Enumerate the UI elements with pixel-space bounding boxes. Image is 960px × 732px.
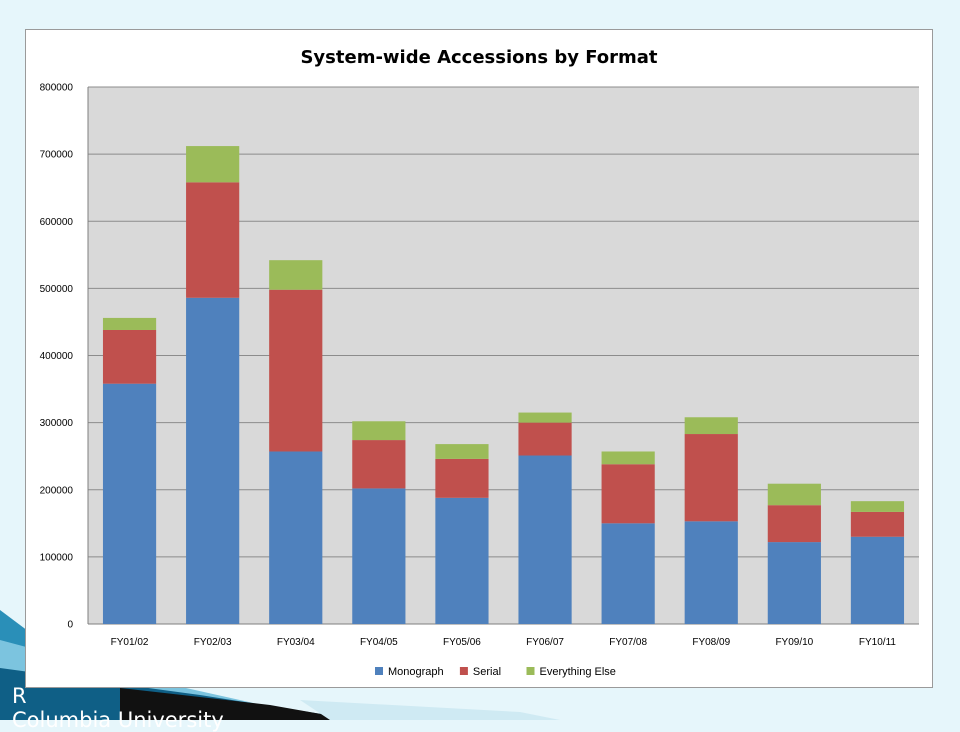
x-tick-label: FY07/08 [609,637,647,648]
x-tick-label: FY02/03 [194,637,232,648]
bar-serial [684,434,738,522]
bar-monograph [850,536,905,624]
bar-monograph [352,488,406,624]
y-tick-label: 200000 [40,485,74,496]
bar-monograph [518,455,572,624]
bottom-pale-swoosh [300,700,560,720]
legend: Monograph Serial Everything Else [375,666,616,678]
plot-area-group: 0 100000 200000 300000 400000 500000 600000 700… [40,83,919,648]
x-tick-label: FY08/09 [692,637,730,648]
legend-label: Serial [473,666,501,678]
y-tick-label: 300000 [40,418,74,429]
bar-serial [601,464,655,524]
bar-serial [186,182,240,298]
bar-serial [352,440,406,489]
bar-everything-else [435,444,489,459]
bar-serial [435,458,489,498]
x-tick-label: FY06/07 [526,637,564,648]
footer-institution: Columbia University [12,708,224,732]
bar-everything-else [186,146,240,183]
bar-serial [269,289,323,452]
y-tick-label: 500000 [40,284,74,295]
bar-everything-else [102,317,157,330]
x-tick-label: FY10/11 [859,637,896,648]
y-tick-label: 700000 [40,150,74,161]
y-tick-label: 400000 [40,351,74,362]
bar-serial [102,329,157,384]
bar-serial [518,422,572,456]
footer-partial-text: R [12,684,27,708]
bar-everything-else [518,412,572,423]
y-tick-label: 100000 [40,552,74,563]
bar-monograph [601,523,655,624]
legend-swatch [459,667,468,675]
bar-serial [767,505,821,543]
x-tick-label: FY04/05 [360,637,398,648]
bar-monograph [186,297,240,624]
y-tick-label: 800000 [40,83,74,94]
bar-everything-else [601,451,655,465]
legend-swatch [526,667,535,675]
legend-swatch [375,667,383,675]
y-tick-label: 600000 [40,217,74,228]
y-tick-label: 0 [67,620,73,631]
bar-monograph [684,521,738,624]
bottom-black-swoosh [120,688,355,720]
legend-label: Monograph [388,666,444,678]
x-tick-label: FY03/04 [277,637,315,648]
bar-everything-else [269,260,323,290]
x-tick-label: FY01/02 [111,637,149,648]
bar-serial [850,511,905,537]
bar-monograph [435,497,489,624]
bar-everything-else [850,501,905,512]
bar-monograph [269,451,323,624]
footer-text: R Columbia University [12,684,224,732]
bar-everything-else [767,483,821,506]
bar-monograph [102,383,157,624]
bar-everything-else [352,421,406,441]
chart: System-wide Accessions by Format 0 100000… [40,47,919,678]
x-tick-label: FY09/10 [775,637,813,648]
chart-frame: System-wide Accessions by Format 0 100000… [25,29,933,688]
legend-label: Everything Else [540,666,616,678]
chart-title: System-wide Accessions by Format [300,47,657,68]
x-tick-label: FY05/06 [443,637,481,648]
bar-everything-else [684,417,738,435]
bar-monograph [767,542,821,624]
